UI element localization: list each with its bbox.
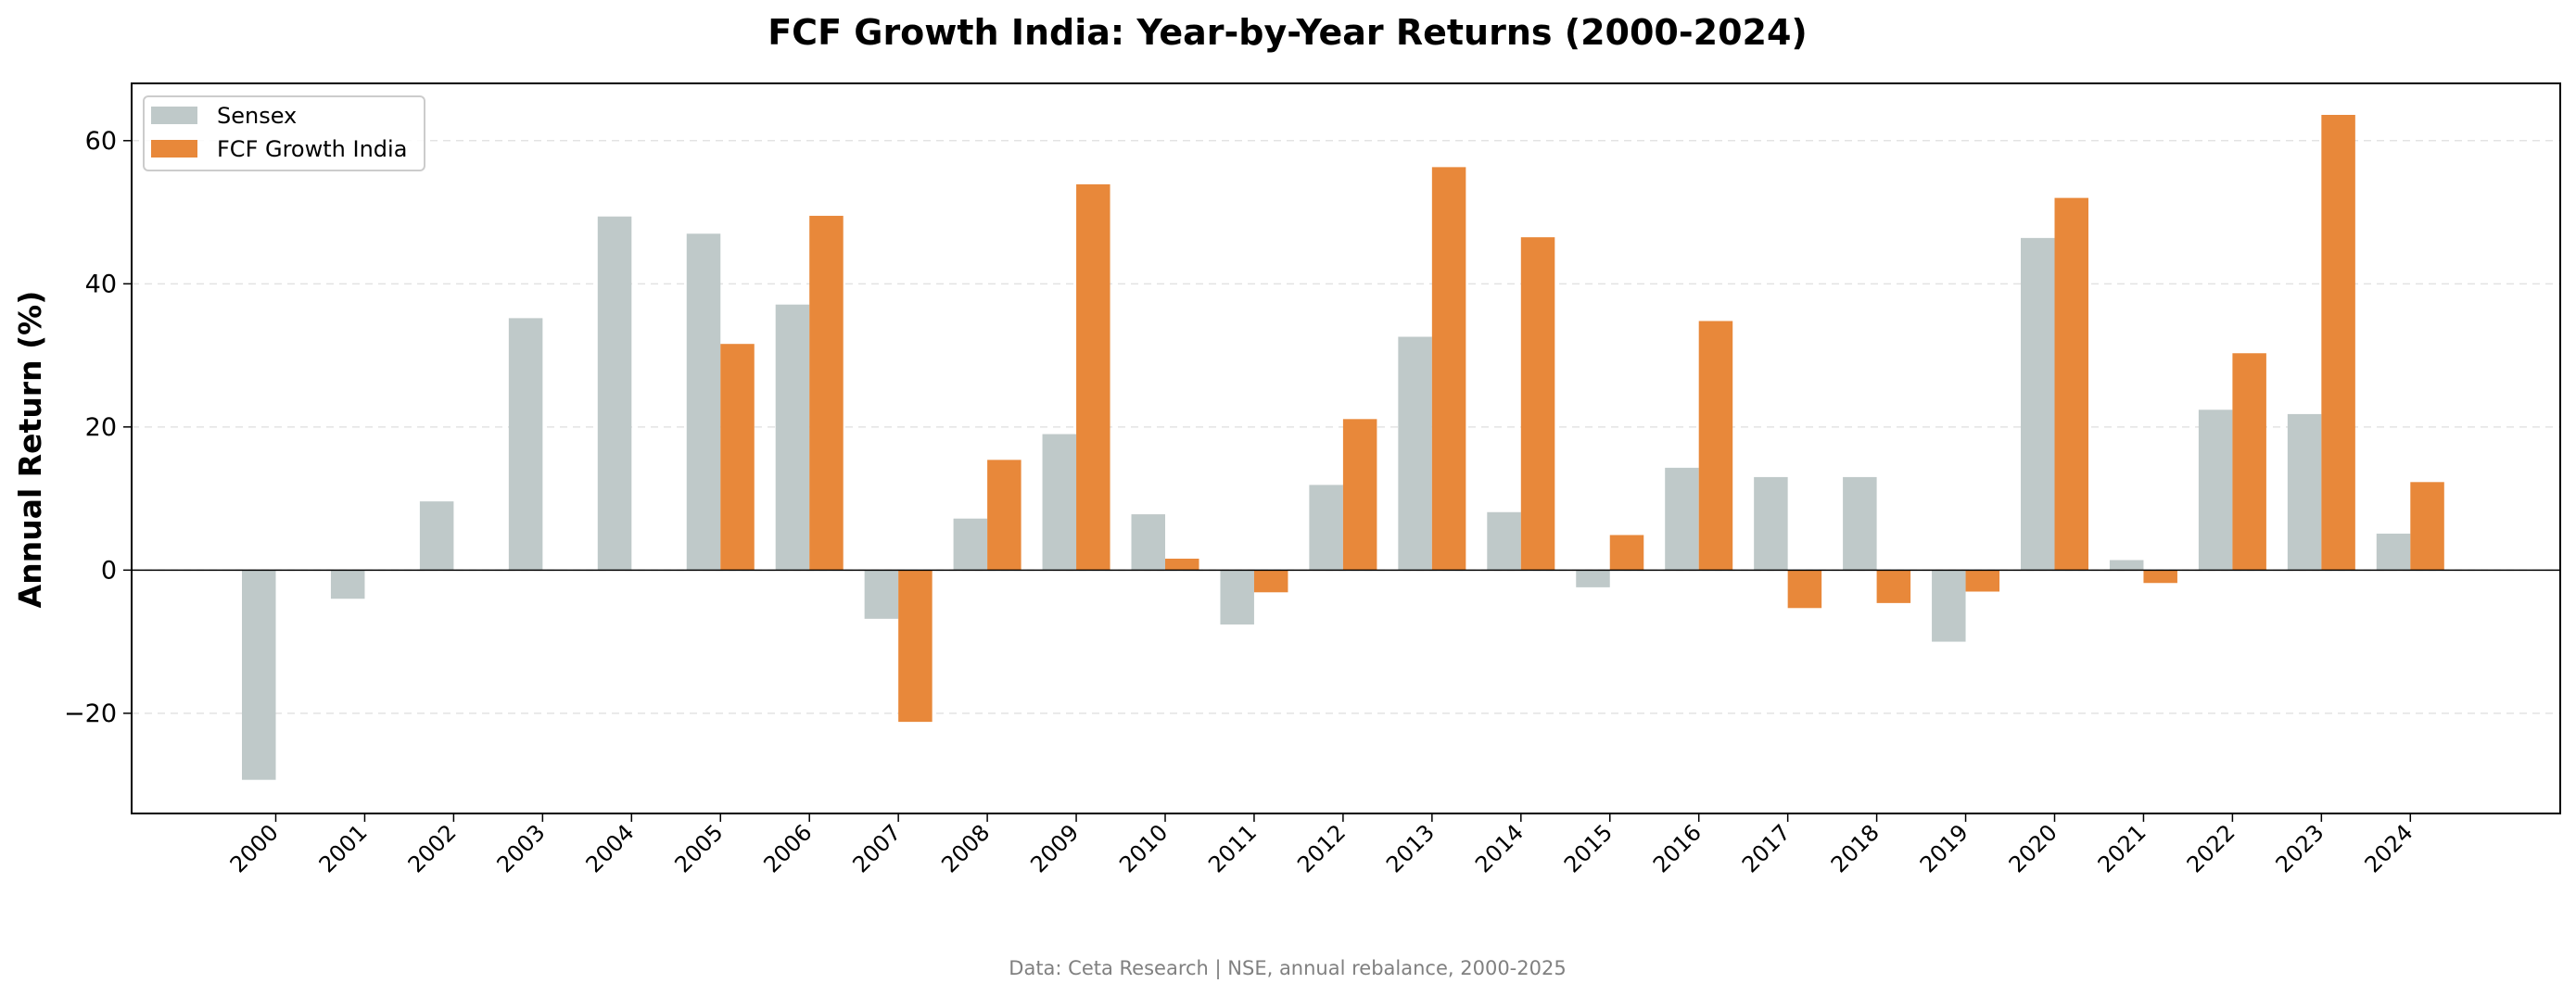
x-tick-label-2006: 2006 bbox=[758, 819, 817, 877]
bar-sensex-2012 bbox=[1309, 485, 1343, 571]
bar-fcf-growth-india-2024 bbox=[2410, 482, 2444, 571]
x-tick-label-2023: 2023 bbox=[2271, 819, 2329, 877]
x-tick-label-2024: 2024 bbox=[2360, 819, 2418, 877]
x-tick-label-2009: 2009 bbox=[1025, 819, 1084, 877]
bar-fcf-growth-india-2021 bbox=[2143, 570, 2177, 584]
y-axis-label: Annual Return (%) bbox=[12, 291, 48, 609]
bar-sensex-2001 bbox=[330, 570, 365, 599]
x-tick-label-2005: 2005 bbox=[670, 819, 729, 877]
bar-sensex-2021 bbox=[2109, 560, 2144, 571]
x-tick-label-2017: 2017 bbox=[1737, 819, 1796, 877]
bar-fcf-growth-india-2010 bbox=[1165, 558, 1199, 571]
legend-swatch-fcf-growth-india bbox=[151, 140, 197, 158]
bar-sensex-2000 bbox=[242, 570, 276, 780]
bar-sensex-2005 bbox=[686, 233, 721, 571]
x-tick-label-2011: 2011 bbox=[1203, 819, 1262, 877]
bar-sensex-2006 bbox=[775, 304, 810, 571]
bar-fcf-growth-india-2011 bbox=[1253, 570, 1288, 593]
footer-note: Data: Ceta Research | NSE, annual rebala… bbox=[1009, 957, 1566, 980]
x-tick-label-2010: 2010 bbox=[1114, 819, 1173, 877]
bar-sensex-2010 bbox=[1131, 514, 1165, 571]
legend-label-fcf-growth-india: FCF Growth India bbox=[217, 136, 407, 162]
bar-sensex-2024 bbox=[2376, 533, 2411, 571]
bar-sensex-2011 bbox=[1220, 570, 1254, 625]
bar-fcf-growth-india-2015 bbox=[1609, 535, 1644, 571]
y-tick-label: 0 bbox=[101, 556, 117, 585]
bar-sensex-2014 bbox=[1487, 511, 1521, 571]
bar-fcf-growth-india-2016 bbox=[1698, 321, 1733, 571]
x-tick-label-2016: 2016 bbox=[1648, 819, 1707, 877]
x-tick-label-2001: 2001 bbox=[314, 819, 373, 877]
legend-box bbox=[143, 95, 425, 171]
axis-layer: −20 0 20 40 60 2000 2001 2002 2003 2004 2005 2006 20… bbox=[64, 82, 2561, 877]
bar-fcf-growth-india-2022 bbox=[2232, 353, 2266, 571]
bar-fcf-growth-india-2018 bbox=[1876, 570, 1911, 603]
y-tick-label: −20 bbox=[64, 700, 117, 728]
bar-fcf-growth-india-2017 bbox=[1787, 570, 1822, 609]
bar-sensex-2017 bbox=[1754, 476, 1788, 571]
x-tick-label-2014: 2014 bbox=[1470, 819, 1529, 877]
bar-sensex-2009 bbox=[1042, 434, 1077, 571]
bar-fcf-growth-india-2006 bbox=[809, 215, 844, 571]
bars-layer bbox=[242, 114, 2444, 780]
bar-sensex-2007 bbox=[864, 570, 899, 619]
legend-swatch-sensex bbox=[151, 107, 197, 124]
bar-fcf-growth-india-2020 bbox=[2054, 197, 2088, 571]
x-tick-label-2000: 2000 bbox=[225, 819, 284, 877]
bar-fcf-growth-india-2023 bbox=[2321, 114, 2355, 571]
y-tick-label: 20 bbox=[85, 413, 117, 442]
bar-sensex-2016 bbox=[1665, 467, 1699, 571]
bar-sensex-2008 bbox=[953, 518, 988, 571]
y-tick-label: 40 bbox=[85, 270, 117, 298]
bar-fcf-growth-india-2014 bbox=[1520, 237, 1555, 571]
bar-fcf-growth-india-2007 bbox=[898, 570, 933, 723]
legend-label-sensex: Sensex bbox=[217, 103, 297, 129]
bar-fcf-growth-india-2013 bbox=[1431, 167, 1466, 571]
bar-sensex-2002 bbox=[419, 501, 454, 571]
bar-fcf-growth-india-2005 bbox=[720, 344, 755, 571]
bar-sensex-2013 bbox=[1398, 336, 1432, 571]
x-tick-label-2015: 2015 bbox=[1559, 819, 1618, 877]
x-tick-label-2018: 2018 bbox=[1826, 819, 1884, 877]
bar-fcf-growth-india-2019 bbox=[1965, 570, 2000, 592]
x-tick-label-2002: 2002 bbox=[403, 819, 462, 877]
bar-fcf-growth-india-2008 bbox=[987, 460, 1022, 571]
bar-sensex-2003 bbox=[508, 318, 543, 571]
legend: Sensex FCF Growth India bbox=[143, 95, 425, 171]
x-tick-label-2012: 2012 bbox=[1292, 819, 1351, 877]
bar-sensex-2018 bbox=[1843, 476, 1877, 571]
y-tick-label: 60 bbox=[85, 127, 117, 156]
x-tick-label-2019: 2019 bbox=[1915, 819, 1973, 877]
x-tick-label-2007: 2007 bbox=[847, 819, 906, 877]
bar-sensex-2004 bbox=[597, 216, 632, 571]
x-tick-label-2003: 2003 bbox=[492, 819, 551, 877]
chart-title: FCF Growth India: Year-by-Year Returns (… bbox=[768, 12, 1808, 53]
x-tick-label-2004: 2004 bbox=[581, 819, 640, 877]
bar-sensex-2022 bbox=[2198, 410, 2233, 571]
x-tick-label-2013: 2013 bbox=[1381, 819, 1440, 877]
bar-sensex-2019 bbox=[1932, 570, 1966, 642]
bar-fcf-growth-india-2012 bbox=[1342, 419, 1377, 571]
bar-sensex-2023 bbox=[2287, 413, 2322, 571]
x-tick-label-2008: 2008 bbox=[936, 819, 995, 877]
plot-frame bbox=[131, 82, 2561, 814]
x-tick-label-2021: 2021 bbox=[2093, 819, 2151, 877]
x-tick-label-2022: 2022 bbox=[2182, 819, 2240, 877]
bar-sensex-2020 bbox=[2021, 237, 2055, 571]
bar-sensex-2015 bbox=[1576, 570, 1610, 587]
x-tick-label-2020: 2020 bbox=[2004, 819, 2062, 877]
bar-fcf-growth-india-2009 bbox=[1076, 183, 1110, 571]
